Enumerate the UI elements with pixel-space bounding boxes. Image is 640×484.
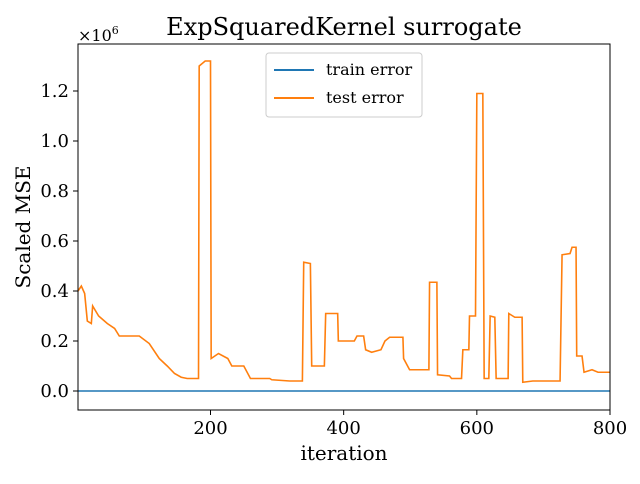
y-tick-label: 1.2	[40, 81, 69, 102]
series-line	[77, 60, 610, 384]
x-axis-label: iteration	[300, 441, 387, 465]
y-tick-label: 0.6	[40, 231, 69, 252]
y-axis-label: Scaled MSE	[11, 166, 35, 289]
x-tick-label: 200	[193, 418, 227, 439]
y-tick-label: 1.0	[40, 131, 69, 152]
y-tick-label: 0.2	[40, 331, 69, 352]
x-tick-label: 800	[593, 418, 627, 439]
chart-title: ExpSquaredKernel surrogate	[166, 13, 522, 41]
x-tick-label: 400	[326, 418, 360, 439]
y-tick-label: 0.4	[40, 281, 69, 302]
legend: train error test error	[265, 52, 423, 118]
plot-frame	[77, 43, 611, 411]
offset-base: ×10	[78, 26, 112, 45]
y-offset-label: ×106	[78, 24, 119, 45]
y-tick-label: 0.8	[40, 181, 69, 202]
legend-label: train error	[326, 60, 413, 79]
y-tick-label: 0.0	[40, 381, 69, 402]
legend-label: test error	[326, 88, 404, 107]
offset-exponent: 6	[112, 24, 119, 37]
x-tick-label: 600	[460, 418, 494, 439]
